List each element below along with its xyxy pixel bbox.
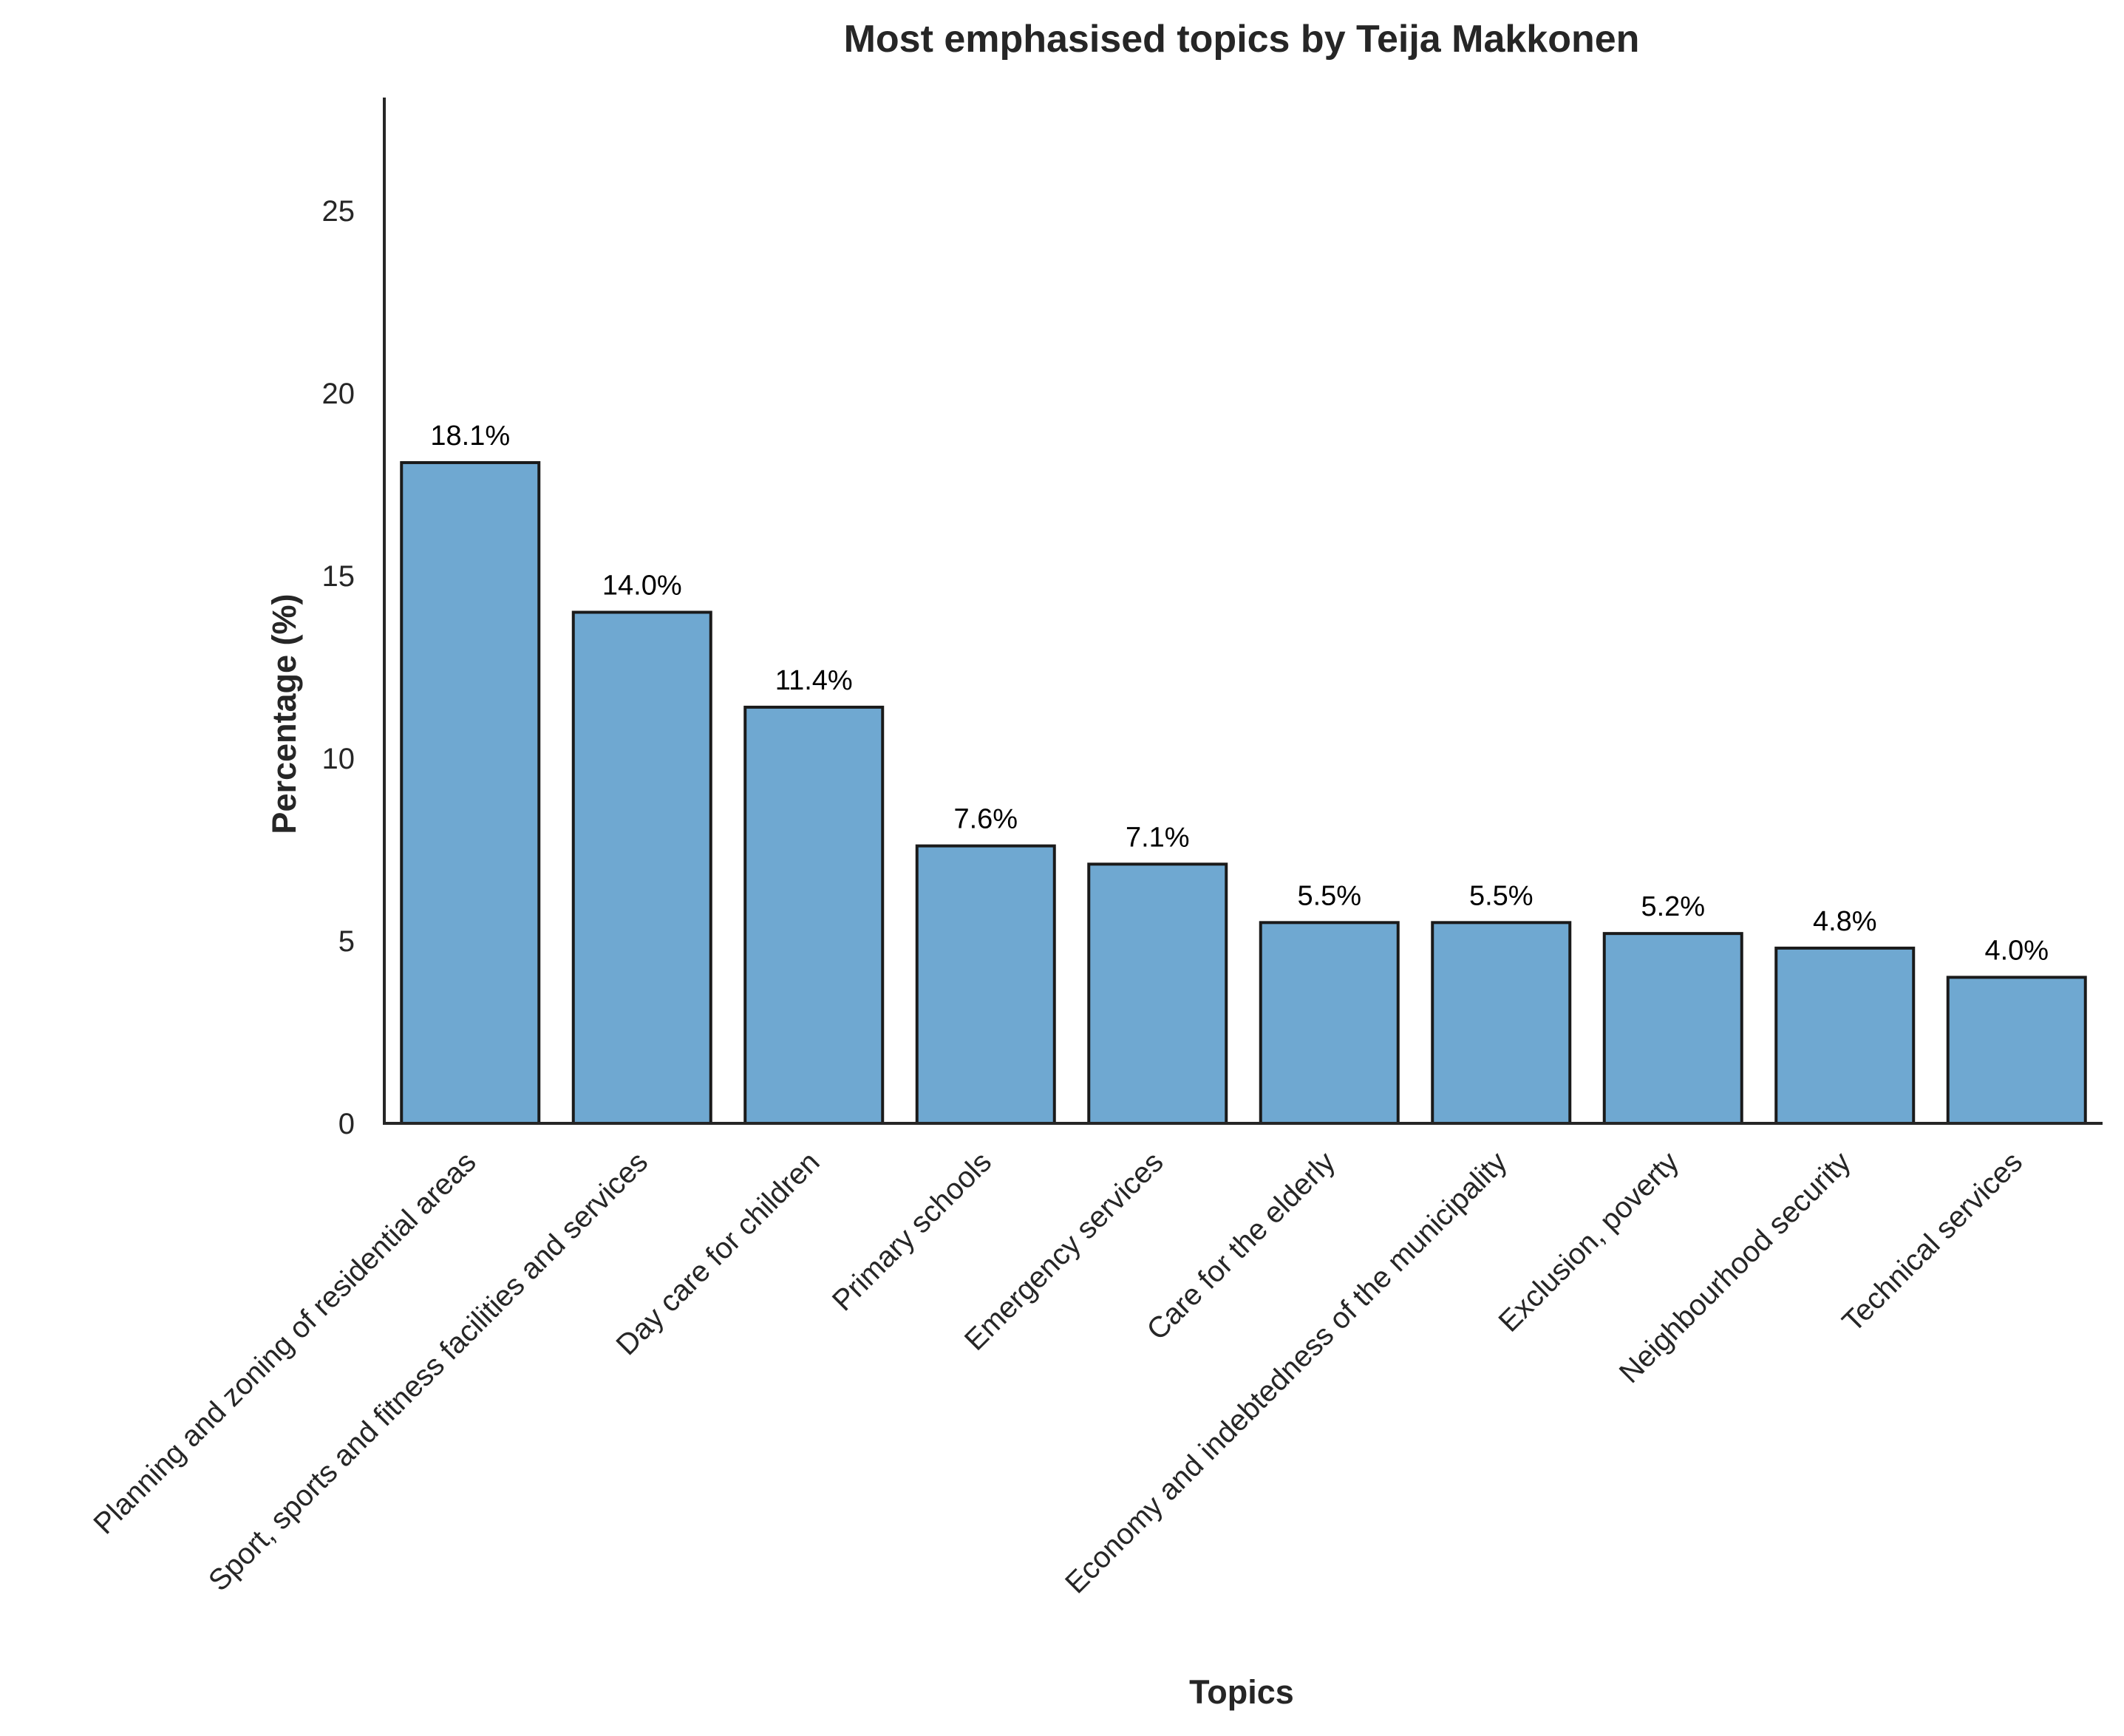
bar-3 xyxy=(743,705,885,1125)
y-tick-label-15: 15 xyxy=(322,560,355,593)
value-label-3: 11.4% xyxy=(775,665,853,696)
value-label-5: 7.1% xyxy=(1126,822,1190,853)
bar-9 xyxy=(1774,946,1916,1126)
value-label-8: 5.2% xyxy=(1641,891,1705,922)
bars-group xyxy=(400,460,2087,1126)
value-label-9: 4.8% xyxy=(1813,906,1877,937)
value-label-2: 14.0% xyxy=(602,570,682,601)
category-label-1: Planning and zoning of residential areas xyxy=(87,1146,482,1540)
bar-1 xyxy=(400,460,541,1125)
bar-6 xyxy=(1259,921,1400,1125)
category-label-10: Technical services xyxy=(1836,1146,2029,1338)
category-label-4: Primary schools xyxy=(826,1146,998,1317)
x-axis-title: Topics xyxy=(1189,1673,1294,1711)
chart-title: Most emphasised topics by Teija Makkonen xyxy=(844,18,1640,61)
value-label-7: 5.5% xyxy=(1469,880,1534,911)
y-tick-label-0: 0 xyxy=(338,1108,355,1140)
bar-5 xyxy=(1087,862,1228,1126)
value-label-1: 18.1% xyxy=(430,421,510,452)
category-label-5: Emergency services xyxy=(959,1146,1170,1357)
y-axis-title: Percentage (%) xyxy=(265,593,303,834)
y-axis-ticks: 0 5 10 15 20 25 xyxy=(322,195,355,1140)
value-labels-group: 18.1% 14.0% 11.4% 7.6% 7.1% 5.5% 5.5% 5.2% 4.8% 4… xyxy=(430,421,2049,966)
bar-4 xyxy=(915,844,1056,1126)
y-tick-label-5: 5 xyxy=(338,925,355,958)
category-label-6: Care for the elderly xyxy=(1140,1146,1341,1347)
bar-2 xyxy=(571,610,712,1125)
y-tick-label-10: 10 xyxy=(322,743,355,775)
bar-10 xyxy=(1946,976,2087,1125)
value-label-4: 7.6% xyxy=(953,804,1018,835)
category-label-8: Exclusion, poverty xyxy=(1492,1146,1685,1338)
value-label-6: 5.5% xyxy=(1297,880,1361,911)
y-tick-label-20: 20 xyxy=(322,378,355,410)
value-label-10: 4.0% xyxy=(1984,935,2049,966)
bar-8 xyxy=(1602,932,1743,1125)
bar-7 xyxy=(1431,921,1572,1125)
x-axis-category-labels: Planning and zoning of residential areas… xyxy=(87,1146,2029,1599)
y-tick-label-25: 25 xyxy=(322,195,355,228)
